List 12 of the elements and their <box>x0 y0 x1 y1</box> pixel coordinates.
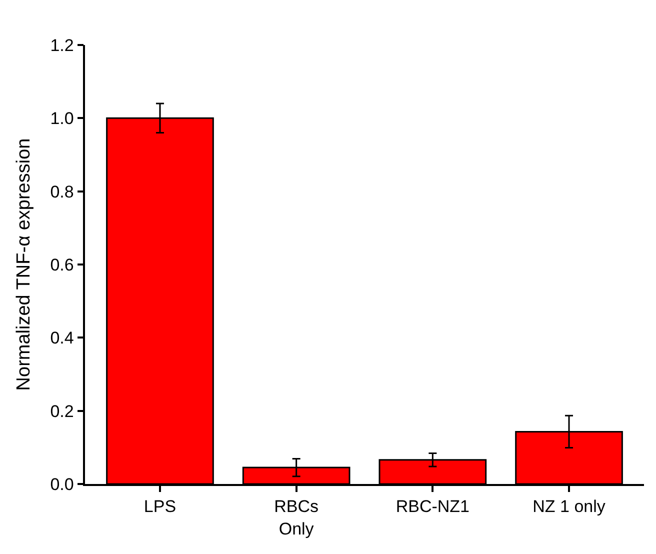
y-tick-label: 0.2 <box>50 402 74 421</box>
x-tick-label: RBC-NZ1 <box>396 497 470 516</box>
x-tick-label: RBCs Only <box>274 497 319 538</box>
y-axis-title: Normalized TNF-α expression <box>14 138 35 391</box>
y-tick-label: 1.2 <box>50 36 74 55</box>
y-tick-label: 1.0 <box>50 109 74 128</box>
y-tick-label: 0.6 <box>50 255 74 274</box>
y-tick-label: 0.4 <box>50 328 74 348</box>
y-tick-label: 0.8 <box>50 182 74 202</box>
x-tick-label: LPS <box>144 497 176 516</box>
y-tick-label: 0.0 <box>50 474 74 494</box>
x-tick-label: NZ 1 only <box>532 497 606 516</box>
